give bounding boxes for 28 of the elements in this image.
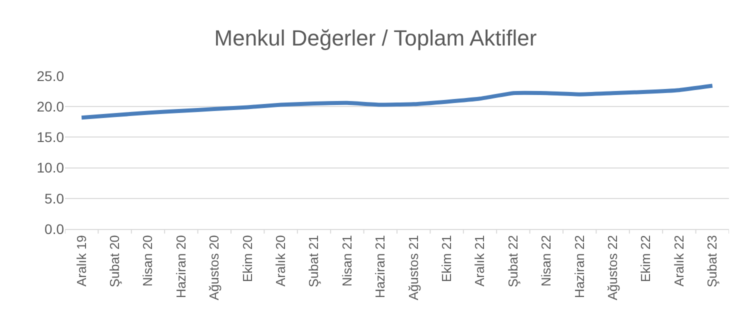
chart-title: Menkul Değerler / Toplam Aktifler bbox=[214, 25, 537, 50]
y-tick-label: 0.0 bbox=[44, 220, 64, 237]
x-tick-label: Ağustos 22 bbox=[605, 235, 620, 300]
y-tick-label: 20.0 bbox=[36, 98, 64, 114]
x-tick-label: Nisan 22 bbox=[538, 235, 554, 287]
x-tick-label: Aralık 20 bbox=[273, 235, 288, 287]
x-tick-label: Nisan 21 bbox=[339, 235, 354, 287]
x-tick-label: Şubat 23 bbox=[704, 235, 720, 288]
x-tick-label: Aralık 22 bbox=[671, 235, 686, 287]
y-tick-label: 10.0 bbox=[36, 160, 64, 176]
x-tick-label: Aralık 19 bbox=[74, 235, 89, 287]
x-tick-label: Ağustos 20 bbox=[206, 235, 222, 300]
x-tick-label: Şubat 21 bbox=[306, 235, 322, 288]
y-tick-label: 5.0 bbox=[44, 190, 64, 206]
x-tick-label: Haziran 22 bbox=[572, 235, 587, 298]
x-tick-label: Ekim 21 bbox=[439, 235, 454, 282]
x-tick-label: Haziran 20 bbox=[173, 235, 188, 298]
y-tick-label: 15.0 bbox=[36, 129, 64, 146]
x-tick-label: Haziran 21 bbox=[372, 235, 388, 298]
line-series bbox=[80, 84, 714, 120]
x-tick-label: Ekim 22 bbox=[638, 235, 654, 282]
x-tick-label: Ekim 20 bbox=[240, 235, 255, 282]
y-tick-label: 25.0 bbox=[36, 68, 64, 84]
x-tick-label: Şubat 20 bbox=[107, 235, 122, 288]
x-tick-label: Nisan 20 bbox=[140, 235, 156, 287]
x-tick-label: Aralık 21 bbox=[472, 235, 488, 287]
x-tick-label: Ağustos 21 bbox=[406, 235, 421, 300]
x-tick-label: Şubat 22 bbox=[505, 235, 520, 288]
